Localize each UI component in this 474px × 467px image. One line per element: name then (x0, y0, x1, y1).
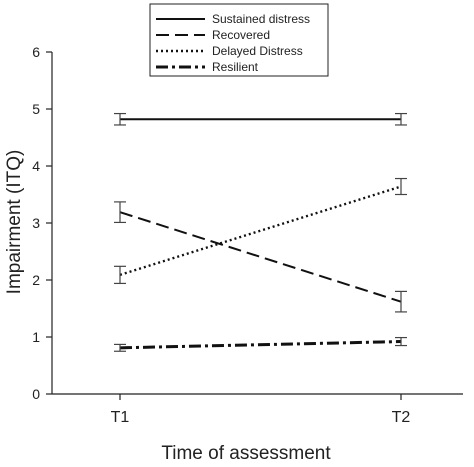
y-tick-label: 3 (32, 215, 40, 231)
y-tick-label: 4 (32, 158, 40, 174)
legend: Sustained distress Recovered Delayed Distr… (149, 3, 329, 77)
y-tick-label: 0 (32, 386, 40, 402)
series-recovered (114, 201, 407, 313)
y-tick-label: 1 (32, 329, 40, 345)
y-tick-label: 5 (32, 101, 40, 117)
series-sustained-distress (114, 112, 407, 126)
series-group (114, 112, 407, 352)
y-tick-label: 6 (32, 44, 40, 60)
legend-label: Delayed Distress (212, 44, 303, 58)
legend-box (149, 3, 329, 77)
series-delayed-distress (114, 177, 407, 285)
x-tick-group: T1 T2 (111, 394, 411, 426)
y-tick-label: 2 (32, 272, 40, 288)
legend-label: Resilient (212, 60, 259, 74)
y-axis-label: Impairment (ITQ) (4, 150, 25, 295)
legend-label: Sustained distress (212, 12, 310, 26)
x-tick-label: T2 (392, 409, 411, 426)
series-resilient (114, 336, 407, 352)
x-tick-label: T1 (111, 409, 130, 426)
series-line (119, 340, 402, 350)
y-tick-group: 0 1 2 3 4 5 6 (32, 44, 52, 402)
x-axis-label: Time of assessment (161, 443, 331, 464)
series-line (119, 185, 402, 277)
series-line (119, 211, 402, 303)
legend-label: Recovered (212, 28, 270, 42)
